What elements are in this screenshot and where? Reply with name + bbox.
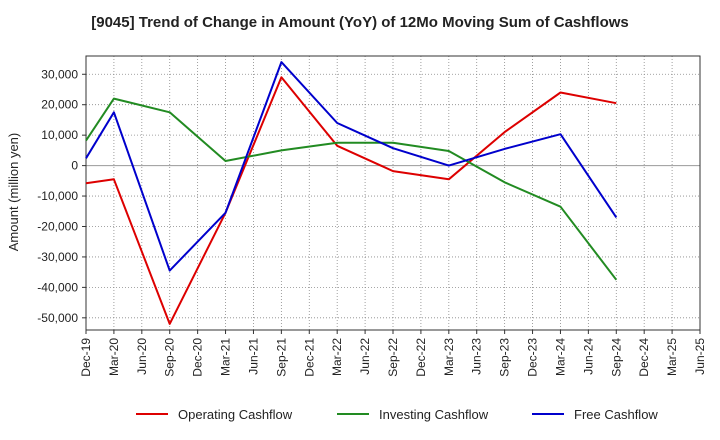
- x-tick-label: Jun-21: [246, 338, 260, 375]
- x-tick-label: Dec-24: [637, 338, 651, 377]
- y-tick-label: 20,000: [41, 98, 78, 112]
- x-tick-label: Mar-25: [665, 338, 679, 376]
- x-tick-label: Jun-24: [581, 338, 595, 375]
- x-tick-label: Sep-20: [163, 338, 177, 377]
- x-tick-label: Dec-23: [526, 338, 540, 377]
- series-line-1: [85, 97, 618, 281]
- x-tick-label: Dec-22: [414, 338, 428, 377]
- legend-label: Investing Cashflow: [379, 407, 489, 422]
- x-tick-label: Mar-24: [553, 338, 567, 376]
- y-tick-label: -20,000: [37, 219, 78, 233]
- legend-label: Free Cashflow: [574, 407, 658, 422]
- y-axis-label: Amount (million yen): [6, 133, 21, 252]
- legend-label: Operating Cashflow: [178, 407, 293, 422]
- series-line-2: [85, 61, 618, 272]
- x-tick-label: Jun-23: [470, 338, 484, 375]
- x-tick-label: Sep-21: [274, 338, 288, 377]
- x-tick-label: Dec-21: [302, 338, 316, 377]
- x-tick-label: Jun-22: [358, 338, 372, 375]
- x-tick-label: Dec-20: [191, 338, 205, 377]
- y-tick-label: -10,000: [37, 189, 78, 203]
- x-tick-label: Mar-21: [219, 338, 233, 376]
- y-tick-label: 0: [71, 159, 78, 173]
- x-tick-label: Jun-20: [135, 338, 149, 375]
- x-tick-label: Mar-20: [107, 338, 121, 376]
- x-tick-label: Sep-22: [386, 338, 400, 377]
- y-tick-label: -50,000: [37, 311, 78, 325]
- x-tick-label: Mar-23: [442, 338, 456, 376]
- legend: Operating Cashflow Investing Cashflow Free…: [136, 407, 658, 422]
- axes: 30,000 20,000 10,000 0 -10,000 -20,000 -30,000…: [37, 55, 707, 377]
- x-tick-label: Sep-24: [609, 338, 623, 377]
- plot-area-frame: [85, 55, 701, 331]
- y-tick-label: -40,000: [37, 280, 78, 294]
- y-tick-label: 10,000: [41, 128, 78, 142]
- x-tick-label: Dec-19: [79, 338, 93, 377]
- series-lines: [85, 61, 618, 325]
- x-tick-label: Sep-23: [498, 338, 512, 377]
- y-tick-label: -30,000: [37, 250, 78, 264]
- grid: [85, 56, 701, 330]
- x-tick-label: Mar-22: [330, 338, 344, 376]
- y-tick-label: 30,000: [41, 67, 78, 81]
- chart-title: [9045] Trend of Change in Amount (YoY) o…: [91, 14, 629, 31]
- x-tick-label: Jun-25: [693, 338, 707, 375]
- series-line-0: [85, 76, 617, 325]
